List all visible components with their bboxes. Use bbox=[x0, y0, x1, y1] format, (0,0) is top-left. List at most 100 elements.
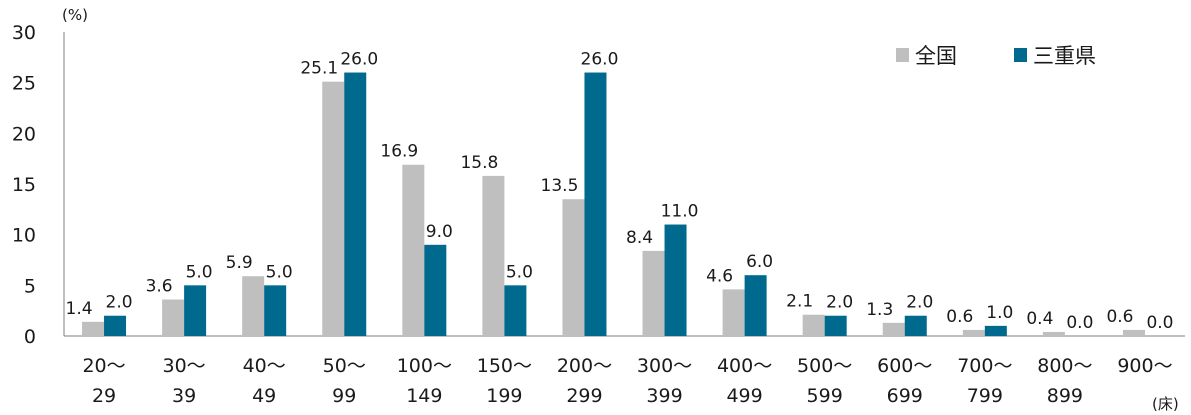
data-label-national: 0.6 bbox=[1106, 307, 1133, 327]
x-category-label: 299 bbox=[566, 385, 602, 407]
x-axis-unit: (床) bbox=[1152, 395, 1179, 413]
y-tick-label: 25 bbox=[12, 73, 36, 95]
data-label-mie: 5.0 bbox=[186, 262, 213, 282]
x-category-label: 500～ bbox=[797, 355, 852, 377]
data-label-mie: 26.0 bbox=[340, 50, 378, 70]
x-category-label: 30～ bbox=[163, 355, 206, 377]
data-label-mie: 1.0 bbox=[986, 303, 1013, 323]
data-label-mie: 6.0 bbox=[746, 252, 773, 272]
x-category-label: 400～ bbox=[717, 355, 772, 377]
bar-mie bbox=[984, 325, 1007, 336]
bar-mie bbox=[344, 72, 367, 337]
y-tick-label: 0 bbox=[24, 326, 36, 348]
bar-mie bbox=[184, 285, 207, 336]
axes bbox=[63, 32, 1185, 337]
bar-mie bbox=[424, 244, 447, 336]
x-category-label: 149 bbox=[406, 385, 442, 407]
x-category-label: 600～ bbox=[877, 355, 932, 377]
legend-label-national: 全国 bbox=[915, 44, 957, 68]
x-category-label: 499 bbox=[726, 385, 762, 407]
x-category-label: 799 bbox=[967, 385, 1003, 407]
x-category-label: 39 bbox=[172, 385, 196, 407]
data-label-national: 5.9 bbox=[226, 253, 253, 273]
bars bbox=[82, 72, 1145, 337]
bar-national bbox=[642, 250, 665, 336]
bar-mie bbox=[824, 315, 847, 336]
bar-mie bbox=[104, 315, 127, 336]
x-category-label: 100～ bbox=[397, 355, 452, 377]
y-tick-label: 20 bbox=[12, 123, 36, 145]
legend-swatch-national bbox=[896, 48, 909, 62]
x-category-label: 300～ bbox=[637, 355, 692, 377]
data-label-mie: 11.0 bbox=[661, 202, 699, 222]
data-label-national: 16.9 bbox=[380, 142, 418, 162]
legend-label-mie: 三重県 bbox=[1033, 44, 1096, 68]
data-label-mie: 9.0 bbox=[426, 222, 453, 242]
bar-mie bbox=[264, 285, 287, 336]
x-category-label: 900～ bbox=[1117, 355, 1172, 377]
x-category-label: 399 bbox=[646, 385, 682, 407]
x-category-label: 50～ bbox=[323, 355, 366, 377]
y-tick-label: 30 bbox=[12, 22, 36, 44]
y-axis-ticks: 0 5 10 15 20 25 30 bbox=[12, 22, 36, 348]
x-category-label: 800～ bbox=[1037, 355, 1092, 377]
data-label-mie: 2.0 bbox=[906, 293, 933, 313]
x-category-label: 20～ bbox=[82, 355, 125, 377]
bar-national bbox=[82, 321, 105, 336]
bar-national bbox=[802, 314, 825, 336]
x-category-label: 40～ bbox=[243, 355, 286, 377]
x-category-label: 700～ bbox=[957, 355, 1012, 377]
data-label-national: 1.4 bbox=[66, 299, 93, 319]
data-label-national: 0.4 bbox=[1026, 309, 1053, 329]
data-label-national: 1.3 bbox=[866, 300, 893, 320]
bar-national bbox=[1042, 331, 1065, 336]
data-label-national: 13.5 bbox=[541, 176, 579, 196]
x-category-label: 99 bbox=[332, 385, 356, 407]
bar-mie bbox=[904, 315, 927, 336]
x-category-label: 150～ bbox=[477, 355, 532, 377]
data-label-mie: 2.0 bbox=[826, 293, 853, 313]
data-label-mie: 26.0 bbox=[581, 50, 619, 70]
x-axis-categories: 20～ 29 30～ 39 40～ 49 50～ 99 100～ 149 150～ 199 200～ 29… bbox=[82, 355, 1172, 407]
y-axis-unit: (%) bbox=[62, 6, 88, 24]
y-tick-label: 5 bbox=[24, 275, 36, 297]
x-category-label: 49 bbox=[252, 385, 276, 407]
bar-national bbox=[322, 81, 345, 336]
data-label-mie: 0.0 bbox=[1146, 313, 1173, 333]
data-label-national: 4.6 bbox=[706, 266, 733, 286]
data-label-mie: 0.0 bbox=[1066, 313, 1093, 333]
data-label-national: 25.1 bbox=[300, 59, 338, 79]
legend-swatch-mie bbox=[1014, 48, 1027, 62]
bar-national bbox=[402, 164, 425, 336]
y-tick-label: 10 bbox=[12, 225, 36, 247]
bar-mie bbox=[664, 224, 687, 336]
y-tick-label: 15 bbox=[12, 174, 36, 196]
data-label-national: 2.1 bbox=[786, 292, 813, 312]
data-label-mie: 5.0 bbox=[506, 262, 533, 282]
bar-national bbox=[242, 276, 265, 336]
data-label-mie: 5.0 bbox=[266, 262, 293, 282]
data-label-national: 15.8 bbox=[460, 153, 498, 173]
bar-national bbox=[1122, 329, 1145, 336]
x-category-label: 699 bbox=[887, 385, 923, 407]
x-category-label: 200～ bbox=[557, 355, 612, 377]
bar-national bbox=[962, 329, 985, 336]
x-category-label: 899 bbox=[1047, 385, 1083, 407]
bar-national bbox=[882, 322, 905, 336]
bar-mie bbox=[744, 275, 767, 336]
bar-national bbox=[162, 299, 185, 336]
data-label-mie: 2.0 bbox=[106, 293, 133, 313]
legend: 全国 三重県 bbox=[896, 44, 1096, 68]
data-labels: 1.4 2.03.65.0 5.9 5.025.1 26.016.99.015.85.0… bbox=[66, 50, 1174, 333]
data-label-national: 8.4 bbox=[626, 228, 653, 248]
data-label-national: 0.6 bbox=[946, 307, 973, 327]
x-category-label: 199 bbox=[486, 385, 522, 407]
bar-mie bbox=[504, 285, 527, 336]
bar-national bbox=[722, 289, 745, 336]
x-category-label: 599 bbox=[807, 385, 843, 407]
bar-national bbox=[482, 175, 505, 336]
bar-national bbox=[562, 199, 585, 336]
x-category-label: 29 bbox=[92, 385, 116, 407]
data-label-national: 3.6 bbox=[146, 277, 173, 297]
